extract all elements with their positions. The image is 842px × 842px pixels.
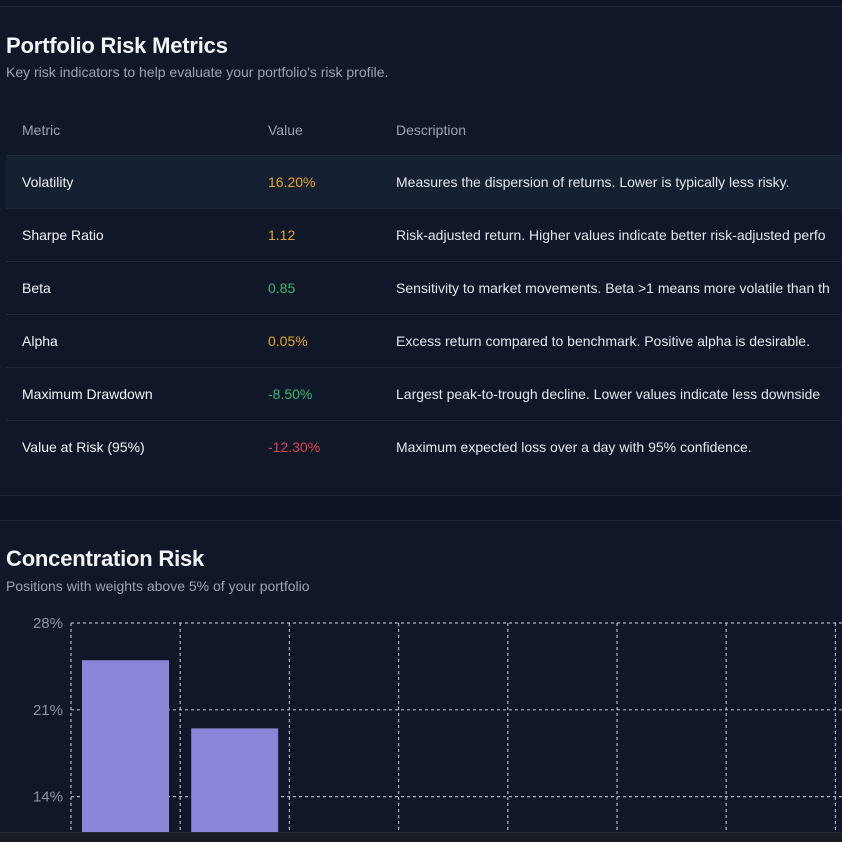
concentration-risk-subtitle: Positions with weights above 5% of your … xyxy=(6,578,310,594)
table-row[interactable]: Maximum Drawdown -8.50% Largest peak-to-tr… xyxy=(6,367,842,420)
metric-description: Maximum expected loss over a day with 95… xyxy=(396,439,752,455)
metric-description: Excess return compared to benchmark. Pos… xyxy=(396,333,810,349)
table-row[interactable]: Alpha 0.05% Excess return compared to benc… xyxy=(6,314,842,367)
metric-name: Beta xyxy=(22,280,51,296)
metric-name: Value at Risk (95%) xyxy=(22,439,145,455)
concentration-risk-title: Concentration Risk xyxy=(6,546,205,571)
risk-metrics-subtitle: Key risk indicators to help evaluate you… xyxy=(6,64,389,80)
metric-description: Measures the dispersion of returns. Lowe… xyxy=(396,174,790,190)
y-tick-label: 21% xyxy=(33,702,63,719)
metric-value: 0.85 xyxy=(268,280,296,296)
risk-metrics-title: Portfolio Risk Metrics xyxy=(6,33,228,58)
chart-bar xyxy=(191,728,279,836)
metric-value: -8.50% xyxy=(268,386,313,402)
table-row[interactable]: Volatility 16.20% Measures the dispersion … xyxy=(6,155,842,208)
y-tick-label: 28% xyxy=(33,615,63,632)
metric-name: Alpha xyxy=(22,333,58,349)
table-row[interactable]: Beta 0.85 Sensitivity to market movements.… xyxy=(6,261,842,314)
chart-bar xyxy=(82,660,169,836)
y-tick-label: 14% xyxy=(33,789,63,806)
table-header: Metric Value Description xyxy=(6,103,842,155)
metric-value: -12.30% xyxy=(268,439,321,455)
risk-metrics-card: Portfolio Risk Metrics Key risk indicato… xyxy=(0,6,842,496)
column-header-value: Value xyxy=(268,122,303,138)
column-header-description: Description xyxy=(396,122,467,138)
risk-metrics-table: Metric Value Description Volatility 16.20… xyxy=(6,103,842,473)
metric-description: Risk-adjusted return. Higher values indi… xyxy=(396,227,826,243)
table-row[interactable]: Value at Risk (95%) -12.30% Maximum expect… xyxy=(6,420,842,473)
metric-name: Sharpe Ratio xyxy=(22,227,104,243)
metric-description: Largest peak-to-trough decline. Lower va… xyxy=(396,386,821,402)
metric-name: Maximum Drawdown xyxy=(22,386,153,402)
metric-value: 16.20% xyxy=(268,174,316,190)
metric-description: Sensitivity to market movements. Beta >1… xyxy=(396,280,830,296)
metric-value: 0.05% xyxy=(268,333,308,349)
bottom-scrollbar-track[interactable] xyxy=(0,832,842,842)
column-header-metric: Metric xyxy=(22,122,61,138)
metric-name: Volatility xyxy=(22,174,74,190)
table-row[interactable]: Sharpe Ratio 1.12 Risk-adjusted return. Hi… xyxy=(6,208,842,261)
metric-value: 1.12 xyxy=(268,227,296,243)
